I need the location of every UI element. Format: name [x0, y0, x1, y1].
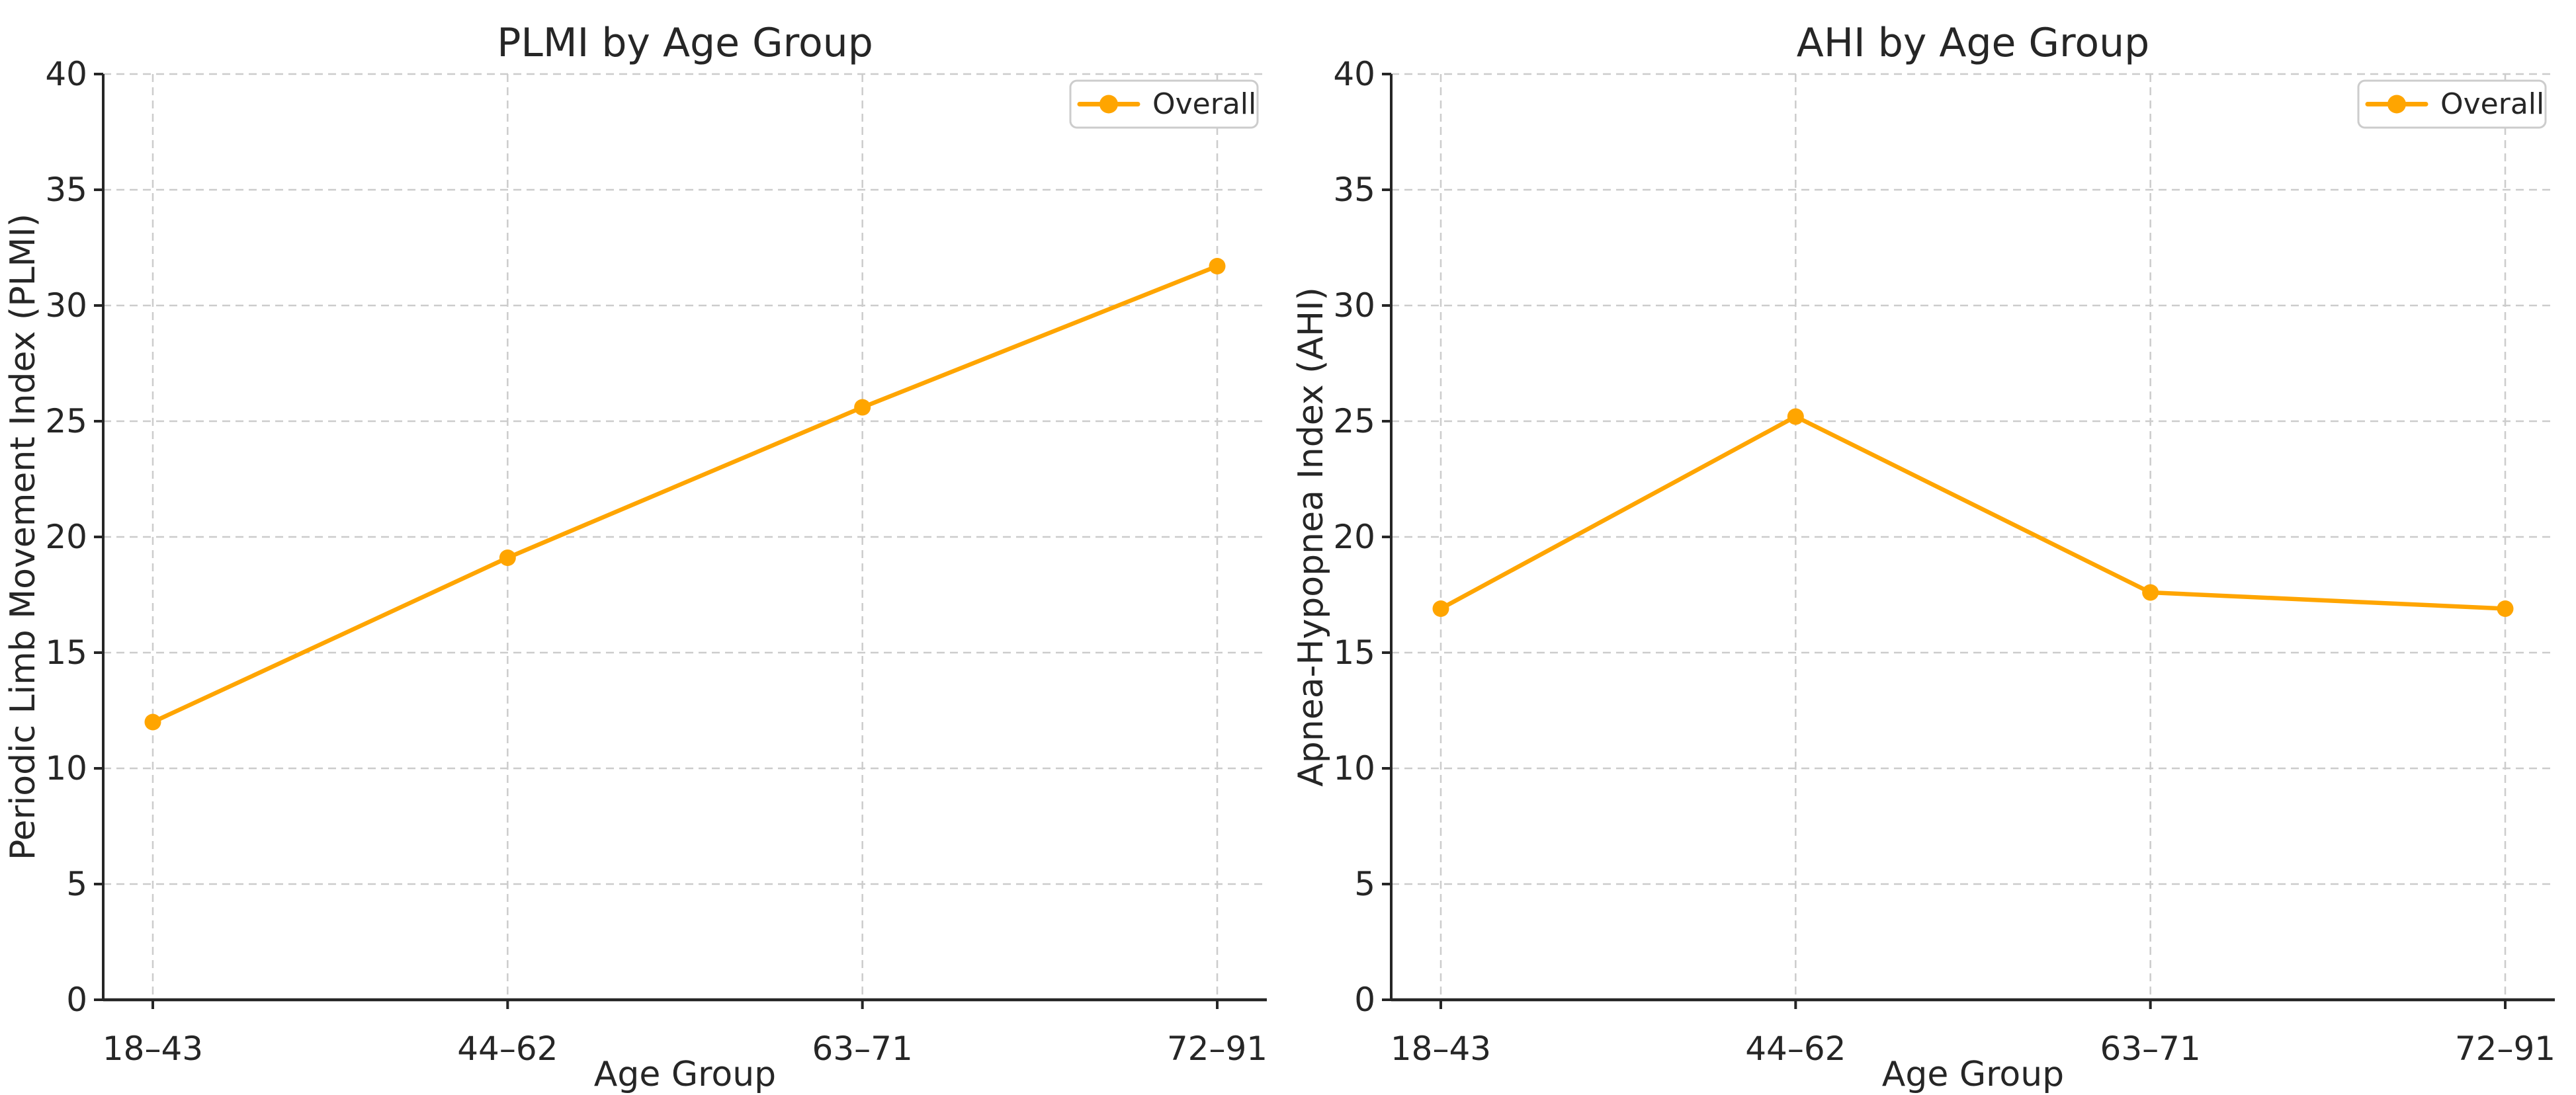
ahi-chart: 0 5 10 15 20 25 30 35 40 18–43 44–62 63–71 72–91 AHI … — [1288, 0, 2576, 1095]
y-tick-label: 5 — [1354, 865, 1375, 903]
y-tick-label: 40 — [1333, 55, 1375, 93]
y-tick-label: 30 — [1333, 286, 1375, 325]
series-line-overall — [150, 264, 1220, 725]
x-tick-label: 18–43 — [1391, 1030, 1491, 1068]
y-tick-label: 35 — [1333, 171, 1375, 209]
y-tick-label: 0 — [66, 981, 87, 1019]
legend-label: Overall — [1152, 87, 1256, 121]
x-tick-label: 72–91 — [1167, 1030, 1267, 1068]
data-point — [2142, 584, 2159, 601]
y-tick-label: 10 — [1333, 749, 1375, 788]
y-axis-label: Apnea-Hypopnea Index (AHI) — [1291, 287, 1331, 786]
x-tick-label: 63–71 — [2100, 1030, 2201, 1068]
chart-title: AHI by Age Group — [1797, 20, 2149, 66]
y-tick-label: 5 — [66, 865, 87, 903]
x-tick-label: 44–62 — [457, 1030, 558, 1068]
y-tick-label: 25 — [1333, 402, 1375, 440]
legend-box — [1069, 79, 1259, 129]
data-point — [1209, 258, 1226, 274]
data-point — [1432, 600, 1449, 617]
plmi-chart-svg: 0 5 10 15 20 25 30 35 40 18–43 44–62 63–71 72–91 PLMI… — [3, 20, 1267, 1094]
legend-marker — [2387, 95, 2406, 114]
data-point — [1787, 408, 1804, 425]
ahi-chart-svg: 0 5 10 15 20 25 30 35 40 18–43 44–62 63–71 72–91 AHI … — [1291, 20, 2555, 1094]
y-tick-label: 15 — [45, 633, 87, 672]
legend-label: Overall — [2440, 87, 2544, 121]
y-tick-label: 40 — [45, 55, 87, 93]
x-tick-label: 72–91 — [2455, 1030, 2555, 1068]
data-point — [2497, 600, 2514, 617]
x-tick-label: 63–71 — [812, 1030, 913, 1068]
plmi-chart: 0 5 10 15 20 25 30 35 40 18–43 44–62 63–71 72–91 PLMI… — [3, 20, 1267, 1094]
data-point — [499, 549, 516, 566]
series-line-overall — [1438, 414, 2508, 611]
legend-marker — [1099, 95, 1118, 114]
y-tick-label: 10 — [45, 749, 87, 788]
y-tick-label: 20 — [45, 518, 87, 556]
y-tick-label: 0 — [1354, 981, 1375, 1019]
y-tick-label: 15 — [1333, 633, 1375, 672]
y-tick-label: 30 — [45, 286, 87, 325]
data-point — [144, 713, 161, 731]
data-point — [854, 399, 871, 416]
y-axis-label: Periodic Limb Movement Index (PLMI) — [3, 214, 43, 860]
y-tick-label: 25 — [45, 402, 87, 440]
x-axis-label: Age Group — [594, 1055, 776, 1094]
x-tick-label: 44–62 — [1745, 1030, 1846, 1068]
x-tick-label: 18–43 — [103, 1030, 203, 1068]
legend-box — [2357, 79, 2547, 129]
x-axis-label: Age Group — [1882, 1055, 2064, 1094]
y-tick-label: 35 — [45, 171, 87, 209]
y-tick-label: 20 — [1333, 518, 1375, 556]
chart-title: PLMI by Age Group — [497, 20, 873, 66]
